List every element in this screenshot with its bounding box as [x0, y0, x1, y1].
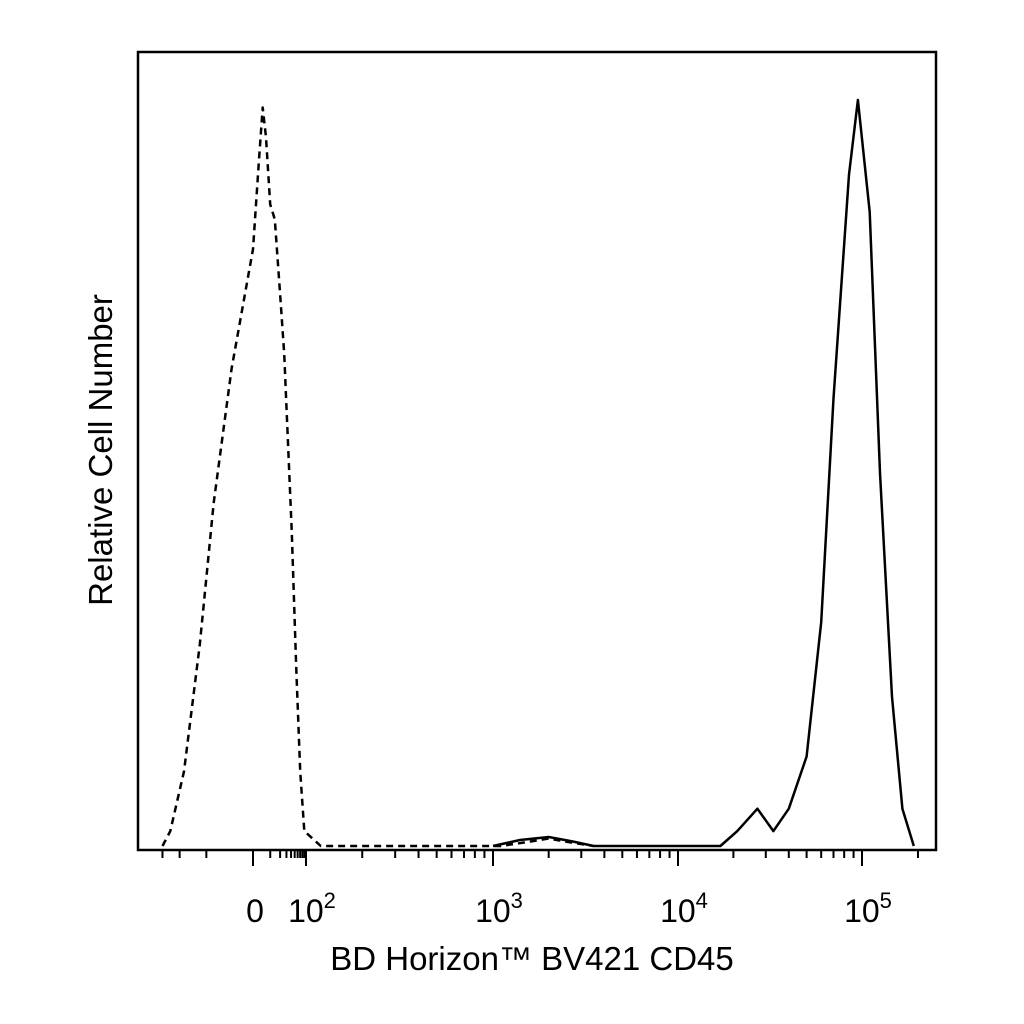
x-tick-label: 103: [475, 888, 523, 929]
x-tick-label: 0: [246, 893, 264, 929]
x-axis-label: BD Horizon™ BV421 CD45: [330, 940, 734, 977]
x-axis-ticks: [161, 850, 919, 866]
isotype-control-curve: [161, 106, 594, 848]
x-tick-label: 102: [288, 888, 336, 929]
x-tick-label: 104: [660, 888, 708, 929]
series-layer: [161, 98, 915, 848]
x-axis-tick-labels: 0 102 103 104 105: [246, 888, 892, 929]
stained-sample-curve: [492, 98, 915, 848]
plot-frame: [136, 50, 938, 852]
y-axis-label: Relative Cell Number: [82, 294, 119, 606]
x-tick-label: 105: [844, 888, 892, 929]
